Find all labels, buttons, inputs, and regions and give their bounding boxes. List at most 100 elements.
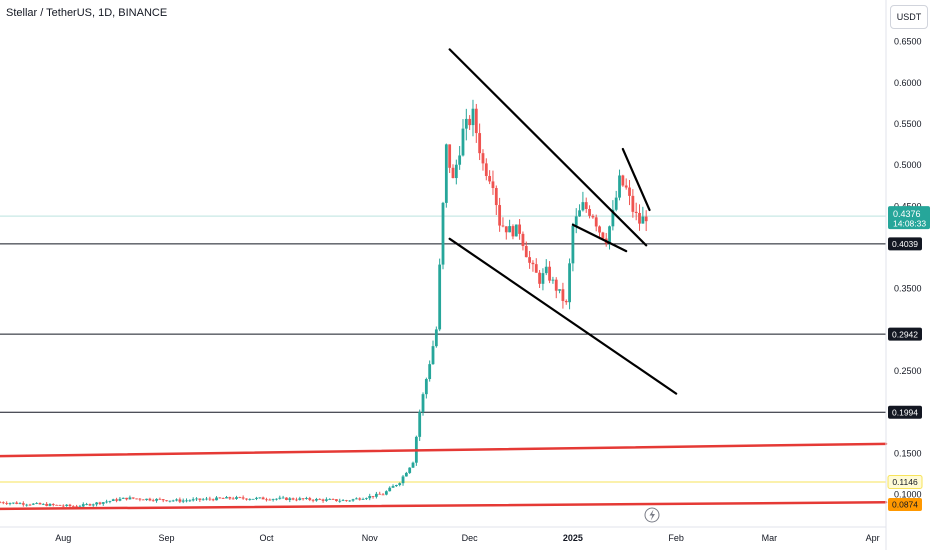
candle: [351, 498, 355, 502]
trend-line-upper-channel[interactable]: [448, 48, 648, 247]
candle-body: [618, 175, 621, 198]
candle-body: [225, 497, 228, 499]
candle: [508, 219, 512, 233]
candle: [471, 99, 475, 137]
trend-line-support-red-lower[interactable]: [0, 501, 888, 511]
candle: [135, 498, 138, 500]
candle: [644, 210, 648, 232]
candle: [341, 499, 345, 502]
candle: [634, 202, 638, 221]
candle: [288, 497, 292, 503]
candle: [448, 144, 452, 173]
candle-body: [388, 487, 392, 492]
candle-body: [181, 500, 185, 502]
price-tick-label: 0.1500: [894, 448, 922, 458]
candle: [205, 496, 208, 501]
candle: [331, 498, 335, 500]
candle: [481, 149, 485, 171]
candle-body: [551, 279, 555, 281]
candle: [38, 502, 42, 505]
candle: [514, 224, 518, 237]
candle: [418, 409, 422, 441]
candle-body: [621, 175, 625, 186]
candle: [301, 498, 305, 501]
candle: [311, 499, 315, 503]
candle-body: [185, 500, 188, 502]
candle-body: [498, 205, 502, 226]
candle: [551, 276, 555, 284]
candle: [571, 222, 575, 272]
candle-body: [368, 495, 372, 499]
trend-line-lower-channel[interactable]: [448, 237, 678, 395]
candle: [454, 159, 458, 185]
candle: [21, 501, 25, 507]
candle: [388, 486, 392, 492]
candle: [151, 498, 155, 502]
candle: [315, 497, 318, 502]
candle: [61, 504, 65, 508]
candle-body: [391, 486, 395, 488]
candle: [105, 499, 108, 504]
current-price-box: [888, 206, 930, 230]
price-label: 0.2942: [888, 327, 922, 341]
candle-body: [351, 499, 355, 501]
candle-body: [524, 246, 528, 258]
candle-body: [644, 216, 648, 222]
candle: [115, 497, 118, 503]
lightning-icon[interactable]: [644, 507, 660, 523]
candle-body: [308, 498, 312, 500]
trend-line-support-red-upper[interactable]: [0, 442, 888, 458]
candle: [215, 496, 218, 501]
candle: [225, 495, 228, 499]
price-tick-label: 0.6000: [894, 78, 922, 88]
candle: [71, 505, 75, 507]
price-axis[interactable]: 0.65000.60000.55000.50000.45000.35000.25…: [894, 37, 922, 500]
candle-body: [634, 211, 638, 213]
price-label: 0.1994: [888, 405, 922, 419]
candle-body: [235, 497, 238, 499]
currency-selector[interactable]: USDT: [890, 5, 928, 29]
candle: [484, 158, 488, 181]
candle: [188, 499, 192, 502]
candle-body: [291, 498, 295, 500]
candle-body: [65, 504, 69, 506]
candle: [614, 190, 618, 212]
trend-line-wedge-lower[interactable]: [571, 223, 628, 253]
candle: [175, 498, 178, 502]
candle: [384, 490, 388, 496]
candle-body: [358, 498, 362, 500]
trend-line-wedge-upper[interactable]: [621, 147, 651, 212]
candle-body: [15, 502, 19, 504]
price-tick-label: 0.1000: [894, 490, 922, 500]
trend-lines: [0, 48, 888, 511]
candle: [391, 484, 395, 488]
candle-body: [75, 506, 79, 508]
price-label-text: 0.1994: [892, 407, 918, 417]
candle-body: [11, 502, 15, 504]
candle: [18, 502, 22, 505]
candle: [245, 498, 248, 501]
candle-body: [511, 226, 515, 237]
candle-body: [251, 498, 255, 500]
candle-body: [31, 503, 35, 505]
candle: [544, 259, 548, 276]
candle-body: [48, 504, 52, 506]
candle-body: [268, 499, 272, 501]
candle-body: [165, 500, 168, 502]
candle-body: [295, 499, 298, 501]
candle: [521, 231, 525, 251]
price-label: 0.4039: [888, 237, 922, 251]
candle: [594, 214, 598, 232]
time-axis[interactable]: Aug Sep Oct Nov Dec 2025 Feb Mar Apr: [55, 533, 879, 543]
candle: [91, 503, 95, 507]
time-tick-label: Nov: [362, 533, 379, 543]
candle: [48, 503, 52, 507]
candle: [11, 502, 15, 505]
candle-body: [345, 500, 348, 502]
candle-body: [454, 164, 458, 179]
candle: [624, 178, 628, 190]
candle: [118, 496, 122, 502]
candle: [568, 258, 571, 310]
